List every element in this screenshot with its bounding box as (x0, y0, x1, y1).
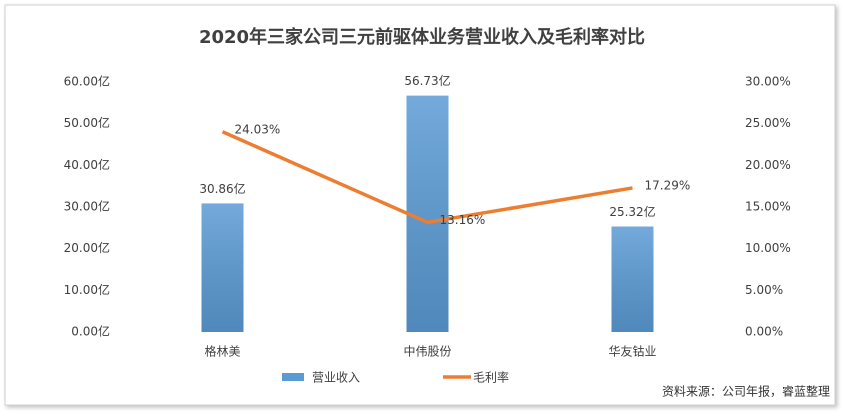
data-label: 56.73亿 (404, 73, 450, 88)
legend-swatch (282, 373, 304, 381)
y2-tick-label: 0.00% (745, 325, 783, 339)
source: 资料来源：公司年报，睿蓝整理 (662, 384, 830, 399)
line (221, 130, 633, 225)
data-label: 13.16% (440, 213, 486, 227)
y2-tick-label: 5.00% (745, 283, 783, 297)
chart-title: 2020年三家公司三元前驱体业务营业收入及毛利率对比 (199, 26, 645, 48)
bar-shade (406, 95, 449, 332)
y-tick-label: 10.00亿 (64, 282, 110, 297)
data-label: 17.29% (645, 178, 691, 192)
bar-shade (611, 226, 654, 332)
y-tick-label: 40.00亿 (64, 157, 110, 172)
y2-tick-label: 15.00% (745, 200, 791, 214)
y2-tick-label: 30.00% (745, 75, 791, 89)
y-tick-label: 60.00亿 (64, 74, 110, 89)
x-tick-label: 格林美 (204, 344, 240, 359)
legend-label: 营业收入 (312, 371, 360, 385)
y-tick-label: 30.00亿 (64, 199, 110, 214)
bar-shade (201, 203, 244, 332)
y-tick-label: 0.00亿 (71, 324, 110, 339)
y2-tick-label: 20.00% (745, 158, 791, 172)
x-tick-label: 华友钴业 (608, 344, 656, 359)
y2-tick-label: 10.00% (745, 241, 791, 255)
y2-tick-label: 25.00% (745, 116, 791, 130)
data-label: 24.03% (235, 122, 281, 136)
x-tick-label: 中伟股份 (403, 344, 451, 359)
y-tick-label: 50.00亿 (64, 115, 110, 130)
data-label: 25.32亿 (609, 204, 655, 219)
data-label: 30.86亿 (199, 181, 245, 196)
legend-label: 毛利率 (473, 370, 509, 385)
y-tick-label: 20.00亿 (64, 240, 110, 255)
